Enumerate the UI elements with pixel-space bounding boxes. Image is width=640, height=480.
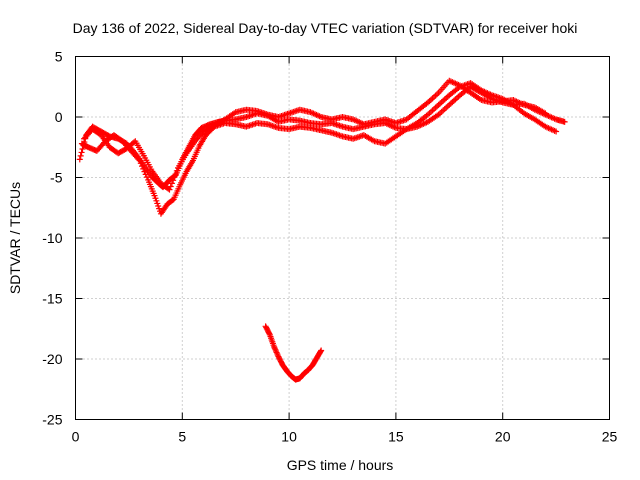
data-point (170, 177, 177, 184)
data-point (76, 156, 83, 163)
data-point (136, 157, 143, 164)
data-point (141, 168, 148, 175)
data-point (166, 186, 173, 193)
data-point (139, 163, 146, 170)
y-tick-label: -25 (42, 412, 62, 428)
data-point (142, 171, 149, 178)
x-tick-label: 10 (281, 429, 297, 445)
x-tick-label: 5 (178, 429, 186, 445)
data-point (77, 152, 84, 159)
data-point (168, 180, 175, 187)
data-point (173, 167, 180, 174)
data-point (318, 347, 325, 354)
data-point (553, 128, 560, 135)
data-point (272, 346, 279, 353)
data-point (274, 350, 281, 357)
y-axis-label: SDTVAR / TECUs (7, 182, 23, 294)
data-point (272, 348, 279, 355)
y-tick-label: 5 (55, 49, 63, 65)
data-point (271, 345, 278, 352)
x-tick-label: 0 (72, 429, 80, 445)
grid-lines (75, 56, 610, 420)
plot-frame (75, 56, 610, 420)
data-point (167, 183, 174, 190)
y-tick-labels: 5 0 -5 -10 -15 -20 -25 (42, 49, 62, 428)
data-point (172, 171, 179, 178)
data-point (171, 174, 178, 181)
data-point (137, 160, 144, 167)
data-point (561, 118, 568, 125)
chart-title: Day 136 of 2022, Sidereal Day-to-day VTE… (73, 20, 578, 36)
data-point (140, 165, 147, 172)
x-tick-labels: 0 5 10 15 20 25 (72, 429, 618, 445)
data-point (271, 343, 278, 350)
y-tick-label: 0 (55, 109, 63, 125)
y-tick-label: -20 (42, 351, 62, 367)
y-tick-label: -5 (50, 170, 63, 186)
data-point (273, 349, 280, 356)
y-tick-label: -10 (42, 230, 62, 246)
data-point (317, 348, 324, 355)
data-points (76, 77, 568, 383)
y-tick-label: -15 (42, 291, 62, 307)
x-tick-label: 15 (388, 429, 404, 445)
x-tick-label: 25 (602, 429, 618, 445)
data-point (143, 174, 150, 181)
data-point (266, 330, 273, 337)
data-point (78, 149, 85, 156)
series-main-band-b (78, 80, 560, 217)
data-point (542, 110, 549, 117)
series-isolated-arc (262, 323, 325, 383)
x-axis-label: GPS time / hours (287, 457, 394, 473)
series-main-band-c (81, 77, 549, 193)
data-point (135, 156, 142, 163)
x-tick-label: 20 (495, 429, 511, 445)
